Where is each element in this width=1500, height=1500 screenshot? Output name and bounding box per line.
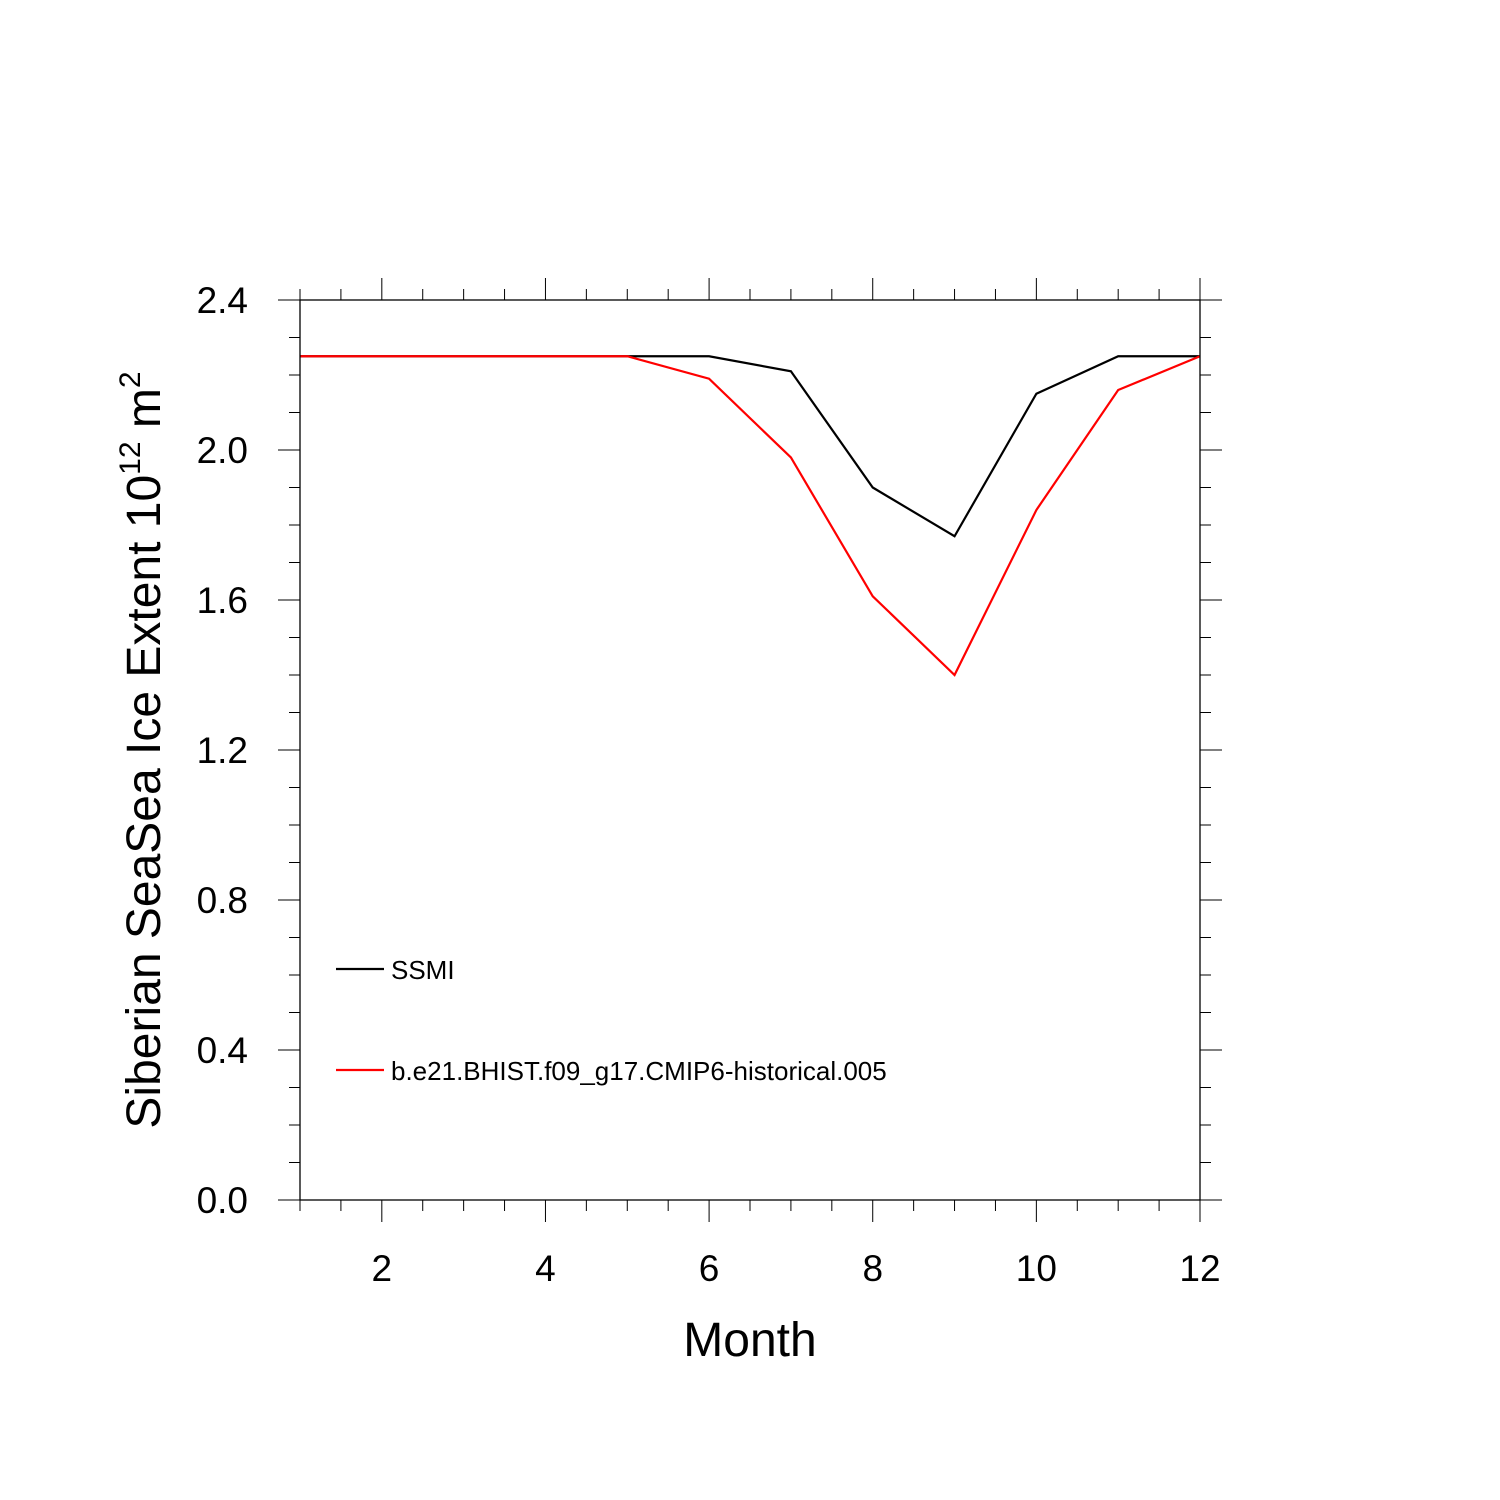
y-tick-labels: 0.0 0.4 0.8 1.2 1.6 2.0 2.4 — [197, 280, 248, 1221]
legend-label-0: SSMI — [391, 955, 455, 985]
legend: SSMI b.e21.BHIST.f09_g17.CMIP6-historical… — [336, 955, 887, 1086]
y-tick-label: 0.0 — [197, 1180, 248, 1221]
legend-label-1: b.e21.BHIST.f09_g17.CMIP6-historical.005 — [391, 1056, 887, 1086]
minor-ticks — [289, 289, 1211, 1211]
x-tick-label: 10 — [1016, 1248, 1057, 1289]
x-tick-label: 8 — [862, 1248, 883, 1289]
x-tick-label: 4 — [535, 1248, 556, 1289]
y-tick-label: 2.4 — [197, 280, 248, 321]
y-axis-title-unit-exponent: 2 — [114, 371, 147, 388]
y-axis-title: Siberian SeaSea Ice Extent 1012 m2 — [114, 371, 171, 1128]
y-tick-label: 1.6 — [197, 580, 248, 621]
x-axis-title: Month — [683, 1314, 816, 1367]
x-tick-label: 6 — [699, 1248, 720, 1289]
x-tick-label: 2 — [372, 1248, 393, 1289]
series-lines — [300, 355, 1201, 677]
y-axis-title-main: Siberian SeaSea Ice Extent 10 — [118, 475, 171, 1129]
major-ticks — [278, 278, 1222, 1222]
x-tick-labels: 2 4 6 8 10 12 — [372, 1248, 1221, 1289]
y-tick-label: 1.2 — [197, 730, 248, 771]
y-tick-label: 0.4 — [197, 1030, 248, 1071]
y-tick-label: 2.0 — [197, 430, 248, 471]
y-axis-title-exponent: 12 — [114, 441, 147, 474]
y-tick-label: 0.8 — [197, 880, 248, 921]
x-tick-label: 12 — [1179, 1248, 1220, 1289]
series-line-1 — [300, 355, 1201, 677]
y-axis-title-unit: m — [118, 388, 171, 441]
plot-frame — [299, 299, 1201, 1201]
